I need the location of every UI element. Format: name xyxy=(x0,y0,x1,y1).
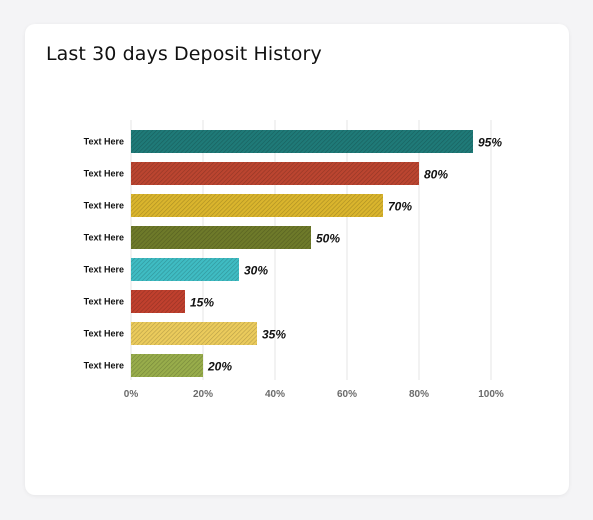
x-tick-label: 40% xyxy=(265,389,285,400)
value-label: 95% xyxy=(478,136,502,150)
x-tick-label: 60% xyxy=(337,389,357,400)
category-label: Text Here xyxy=(84,361,124,371)
category-label: Text Here xyxy=(84,169,124,179)
bar-hatch xyxy=(131,194,383,217)
bar-hatch xyxy=(131,354,203,377)
category-label: Text Here xyxy=(84,201,124,211)
x-tick-label: 20% xyxy=(193,389,213,400)
x-tick-label: 0% xyxy=(124,389,139,400)
x-tick-label: 80% xyxy=(409,389,429,400)
bar-hatch xyxy=(131,226,311,249)
value-label: 15% xyxy=(190,296,214,310)
bar-hatch xyxy=(131,322,257,345)
value-label: 70% xyxy=(388,200,412,214)
category-label: Text Here xyxy=(84,297,124,307)
bar-hatch xyxy=(131,290,185,313)
value-label: 50% xyxy=(316,232,340,246)
value-label: 80% xyxy=(424,168,448,182)
category-label: Text Here xyxy=(84,329,124,339)
bar-hatch xyxy=(131,162,419,185)
category-label: Text Here xyxy=(84,233,124,243)
bar-hatch xyxy=(131,258,239,281)
category-label: Text Here xyxy=(84,137,124,147)
category-label: Text Here xyxy=(84,265,124,275)
deposit-history-chart: 0% 20% 40% 60% 80% 100% Text Here 95% Text Here 8… xyxy=(84,120,504,400)
value-label: 20% xyxy=(207,360,232,374)
card-title: Last 30 days Deposit History xyxy=(46,43,322,65)
bar-hatch xyxy=(131,130,473,153)
deposit-history-card: Last 30 days Deposit History 0% 20% 40% 60%… xyxy=(25,24,569,495)
value-label: 35% xyxy=(262,328,286,342)
x-tick-label: 100% xyxy=(478,389,504,400)
value-label: 30% xyxy=(244,264,268,278)
